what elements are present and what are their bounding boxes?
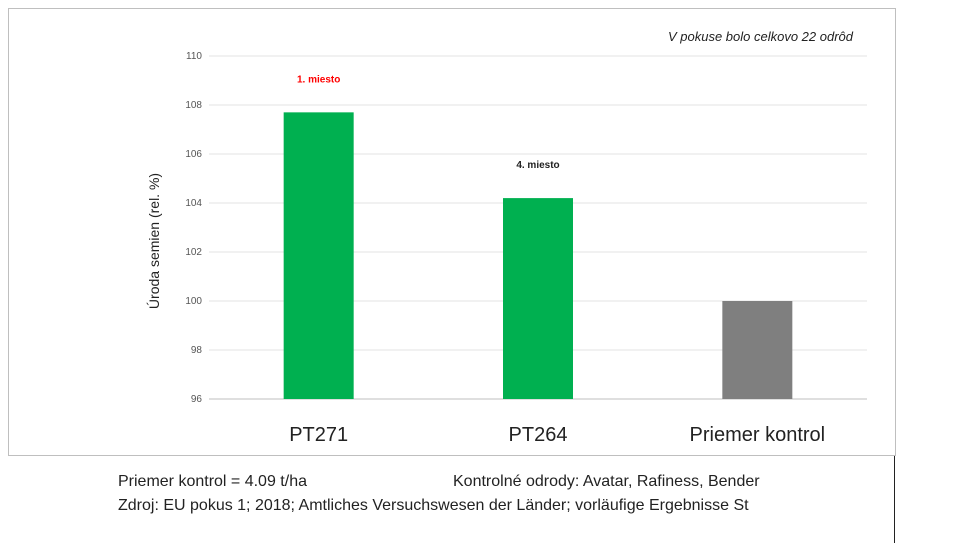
bar-pt264 [503, 198, 573, 399]
data-label: 4. miesto [516, 160, 559, 171]
chart-annotation: V pokuse bolo celkovo 22 odrôd [667, 29, 853, 44]
y-tick-label: 98 [191, 345, 203, 356]
source-note: Zdroj: EU pokus 1; 2018; Amtliches Versu… [118, 497, 749, 514]
y-tick-label: 110 [186, 51, 202, 62]
y-tick-label: 100 [185, 296, 202, 307]
control-varieties-note: Kontrolné odrody: Avatar, Rafiness, Bend… [453, 473, 760, 490]
y-tick-label: 102 [185, 247, 202, 258]
y-tick-label: 108 [185, 100, 202, 111]
right-border-line [894, 456, 895, 543]
bar-priemer-kontrol [722, 301, 793, 399]
chart-frame: V pokuse bolo celkovo 22 odrôd 96 98 100 10… [8, 8, 896, 456]
y-tick-label: 96 [191, 394, 203, 405]
y-axis-title: Úroda semien (rel. %) [146, 173, 162, 309]
category-label: Priemer kontrol [690, 424, 826, 446]
y-tick-label: 106 [185, 149, 202, 160]
y-tick-label: 104 [185, 198, 202, 209]
category-label: PT264 [509, 424, 568, 446]
data-label: 1. miesto [297, 74, 340, 85]
bar-pt271 [283, 112, 354, 399]
bar-chart: 96 98 100 102 104 106 108 110 PT271 1. miesto PT2… [146, 51, 867, 446]
category-label: PT271 [289, 424, 348, 446]
control-average-note: Priemer kontrol = 4.09 t/ha [118, 473, 307, 490]
footer-notes: Priemer kontrol = 4.09 t/ha Kontrolné odr… [118, 470, 888, 518]
